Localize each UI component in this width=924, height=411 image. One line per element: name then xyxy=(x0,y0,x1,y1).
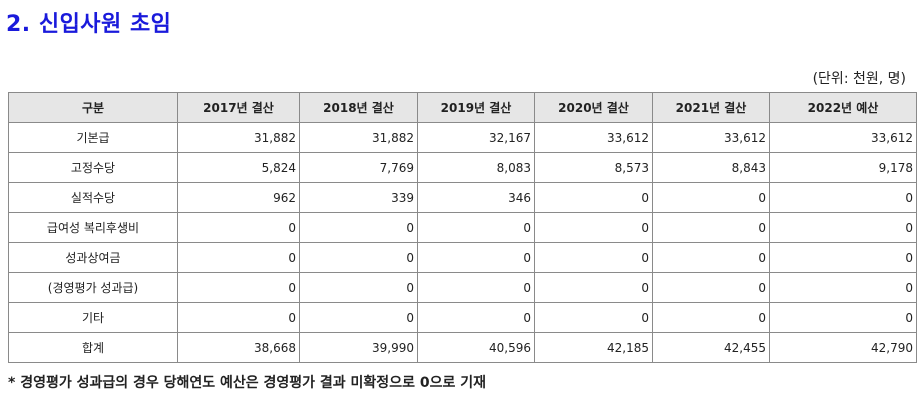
table-cell: 0 xyxy=(652,272,770,303)
unit-label: (단위: 천원, 명) xyxy=(812,71,906,87)
table-row: 고정수당 5,824 7,769 8,083 8,573 8,843 9,178 xyxy=(8,152,917,183)
column-header: 2021년 결산 xyxy=(652,92,770,123)
table-cell: 0 xyxy=(769,212,917,243)
table-cell: 0 xyxy=(177,272,300,303)
table-cell: 0 xyxy=(177,302,300,333)
table-cell: 0 xyxy=(652,182,770,213)
table-cell: 0 xyxy=(534,182,653,213)
table-cell: 38,668 xyxy=(177,332,300,363)
footnote: * 경영평가 성과급의 경우 당해연도 예산은 경영평가 결과 미확정으로 0으… xyxy=(8,375,486,391)
table-cell: 31,882 xyxy=(299,122,418,153)
table-cell: 0 xyxy=(299,272,418,303)
table-cell: 0 xyxy=(417,272,535,303)
table-cell: 31,882 xyxy=(177,122,300,153)
salary-table: 구분 2017년 결산 2018년 결산 2019년 결산 2020년 결산 2… xyxy=(8,92,917,363)
row-label: 합계 xyxy=(8,332,178,363)
table-cell: 0 xyxy=(652,242,770,273)
table-header-row: 구분 2017년 결산 2018년 결산 2019년 결산 2020년 결산 2… xyxy=(8,92,917,123)
table-cell: 0 xyxy=(652,302,770,333)
table-cell: 0 xyxy=(417,212,535,243)
column-header: 2020년 결산 xyxy=(534,92,653,123)
table-cell: 0 xyxy=(769,272,917,303)
table-cell: 0 xyxy=(534,242,653,273)
column-header: 2022년 예산 xyxy=(769,92,917,123)
table-cell: 42,455 xyxy=(652,332,770,363)
table-cell: 9,178 xyxy=(769,152,917,183)
column-header: 구분 xyxy=(8,92,178,123)
table-cell: 39,990 xyxy=(299,332,418,363)
row-label: 기타 xyxy=(8,302,178,333)
table-cell: 42,790 xyxy=(769,332,917,363)
table-cell: 0 xyxy=(769,302,917,333)
table-cell: 339 xyxy=(299,182,418,213)
table-cell: 0 xyxy=(417,302,535,333)
table-cell: 0 xyxy=(534,212,653,243)
table-cell: 33,612 xyxy=(534,122,653,153)
table-cell: 33,612 xyxy=(769,122,917,153)
table-cell: 8,083 xyxy=(417,152,535,183)
row-label: (경영평가 성과급) xyxy=(8,272,178,303)
column-header: 2017년 결산 xyxy=(177,92,300,123)
table-cell: 42,185 xyxy=(534,332,653,363)
table-row: 급여성 복리후생비 0 0 0 0 0 0 xyxy=(8,212,917,243)
table-cell: 8,573 xyxy=(534,152,653,183)
table-cell: 40,596 xyxy=(417,332,535,363)
row-label: 고정수당 xyxy=(8,152,178,183)
table-row: 실적수당 962 339 346 0 0 0 xyxy=(8,182,917,213)
table-row: (경영평가 성과급) 0 0 0 0 0 0 xyxy=(8,272,917,303)
table-cell: 346 xyxy=(417,182,535,213)
column-header: 2019년 결산 xyxy=(417,92,535,123)
table-cell: 0 xyxy=(417,242,535,273)
table-row: 기본급 31,882 31,882 32,167 33,612 33,612 33,612 xyxy=(8,122,917,153)
column-header: 2018년 결산 xyxy=(299,92,418,123)
row-label: 성과상여금 xyxy=(8,242,178,273)
table-cell: 32,167 xyxy=(417,122,535,153)
table-row: 성과상여금 0 0 0 0 0 0 xyxy=(8,242,917,273)
table-cell: 0 xyxy=(299,212,418,243)
table-cell: 0 xyxy=(769,182,917,213)
table-cell: 962 xyxy=(177,182,300,213)
table-cell: 0 xyxy=(299,242,418,273)
row-label: 실적수당 xyxy=(8,182,178,213)
row-label: 기본급 xyxy=(8,122,178,153)
table-row: 합계 38,668 39,990 40,596 42,185 42,455 42,790 xyxy=(8,332,917,363)
table-cell: 0 xyxy=(652,212,770,243)
row-label: 급여성 복리후생비 xyxy=(8,212,178,243)
table-cell: 0 xyxy=(534,272,653,303)
table-cell: 0 xyxy=(177,212,300,243)
table-cell: 5,824 xyxy=(177,152,300,183)
table-cell: 33,612 xyxy=(652,122,770,153)
table-cell: 0 xyxy=(299,302,418,333)
page-title: 2. 신입사원 초임 xyxy=(6,12,172,37)
table-row: 기타 0 0 0 0 0 0 xyxy=(8,302,917,333)
table-cell: 7,769 xyxy=(299,152,418,183)
table-cell: 0 xyxy=(769,242,917,273)
table-cell: 0 xyxy=(534,302,653,333)
table-cell: 0 xyxy=(177,242,300,273)
table-cell: 8,843 xyxy=(652,152,770,183)
